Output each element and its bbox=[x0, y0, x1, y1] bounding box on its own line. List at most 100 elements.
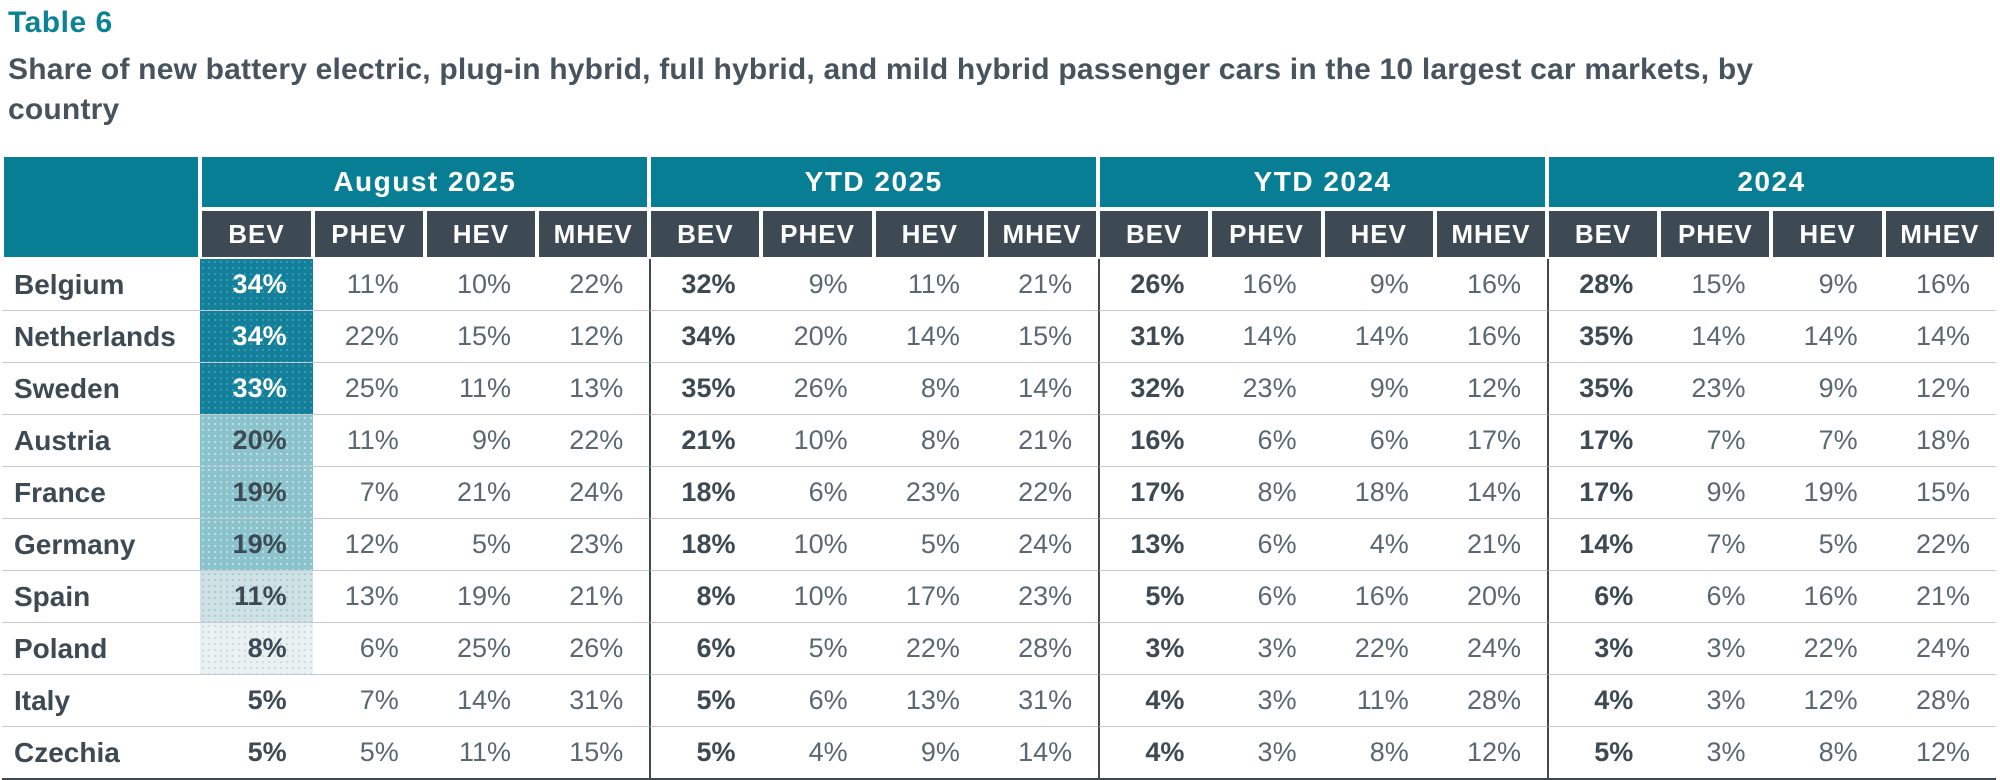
data-table: August 2025 YTD 2025 YTD 2024 2024 BEV PHEV HE… bbox=[2, 155, 1996, 780]
value-cell: 13% bbox=[537, 362, 650, 414]
bev-value-cell: 18% bbox=[649, 466, 762, 519]
value-cell: 11% bbox=[424, 726, 538, 780]
subcolumn-header-hev: HEV bbox=[424, 209, 538, 260]
value-cell: 12% bbox=[1434, 726, 1548, 780]
value-cell: 24% bbox=[1883, 622, 1996, 674]
value-cell: 15% bbox=[537, 726, 650, 780]
table-row: Netherlands 34% 22% 15% 12% 34% 20% 14% 15% 31% 14… bbox=[2, 310, 1996, 363]
value-cell: 15% bbox=[1883, 466, 1996, 518]
bev-value-cell: 5% bbox=[1547, 726, 1660, 780]
bev-value-cell: 34% bbox=[649, 310, 762, 363]
value-cell: 28% bbox=[1883, 674, 1996, 726]
value-cell: 14% bbox=[1322, 310, 1435, 362]
subcolumn-header-mhev: MHEV bbox=[985, 209, 1099, 260]
bev-value-cell: 5% bbox=[200, 674, 313, 726]
value-cell: 8% bbox=[873, 362, 986, 414]
bev-value-cell: 11% bbox=[200, 570, 313, 623]
subcolumn-header-hev: HEV bbox=[1771, 209, 1884, 260]
value-cell: 12% bbox=[312, 518, 425, 570]
bev-value-cell: 21% bbox=[649, 414, 762, 467]
value-cell: 6% bbox=[1210, 570, 1323, 622]
value-cell: 23% bbox=[537, 518, 650, 570]
bev-value-cell: 8% bbox=[200, 622, 313, 675]
bev-value-cell: 19% bbox=[200, 518, 313, 571]
subcolumn-header-phev: PHEV bbox=[1210, 209, 1323, 260]
value-cell: 12% bbox=[1883, 362, 1996, 414]
subcolumn-header-mhev: MHEV bbox=[1883, 209, 1996, 260]
bev-value-cell: 19% bbox=[200, 466, 313, 519]
value-cell: 7% bbox=[1659, 518, 1772, 570]
value-cell: 8% bbox=[1322, 726, 1435, 780]
subcolumn-header-hev: HEV bbox=[873, 209, 986, 260]
value-cell: 16% bbox=[1771, 570, 1884, 622]
value-cell: 24% bbox=[1434, 622, 1548, 674]
column-group-header-2: YTD 2025 bbox=[649, 155, 1099, 210]
value-cell: 9% bbox=[808, 269, 848, 300]
value-cell: 28% bbox=[1434, 674, 1548, 726]
country-cell: Sweden bbox=[2, 362, 201, 414]
subcolumn-header-hev: HEV bbox=[1322, 209, 1435, 260]
value-cell: 6% bbox=[1210, 518, 1323, 570]
value-cell: 23% bbox=[1659, 362, 1772, 414]
country-cell: Germany bbox=[2, 518, 201, 570]
value-cell: 6% bbox=[1322, 414, 1435, 466]
country-cell: Belgium bbox=[14, 268, 125, 300]
value-cell: 28% bbox=[985, 622, 1099, 674]
value-cell: 22% bbox=[985, 466, 1099, 518]
country-cell: Netherlands bbox=[2, 310, 201, 362]
subcolumn-header-phev: PHEV bbox=[312, 209, 425, 260]
table-title: Share of new battery electric, plug-in h… bbox=[8, 53, 1754, 126]
value-cell: 16% bbox=[1466, 269, 1522, 300]
value-cell: 26% bbox=[537, 622, 650, 674]
subcolumn-header-bev: BEV bbox=[1098, 209, 1211, 260]
value-cell: 18% bbox=[1883, 414, 1996, 466]
value-cell: 14% bbox=[1771, 310, 1884, 362]
value-cell: 31% bbox=[985, 674, 1099, 726]
bev-value-cell: 5% bbox=[200, 726, 313, 780]
value-cell: 16% bbox=[1915, 269, 1970, 300]
value-cell: 5% bbox=[312, 726, 425, 780]
bev-value-cell: 34% bbox=[200, 259, 313, 311]
table-number-label: Table 6 bbox=[8, 6, 113, 39]
subcolumn-header-mhev: MHEV bbox=[1434, 209, 1548, 260]
value-cell: 21% bbox=[424, 466, 538, 518]
subcolumn-header-bev: BEV bbox=[649, 209, 762, 260]
value-cell: 25% bbox=[312, 362, 425, 414]
value-cell: 8% bbox=[873, 414, 986, 466]
bev-value-cell: 33% bbox=[200, 362, 313, 415]
country-cell: Austria bbox=[2, 414, 201, 466]
value-cell: 9% bbox=[424, 414, 538, 466]
value-cell: 5% bbox=[761, 622, 874, 674]
value-cell: 23% bbox=[985, 570, 1099, 622]
value-cell: 20% bbox=[761, 310, 874, 362]
bev-value-cell: 31% bbox=[1098, 310, 1211, 363]
value-cell: 9% bbox=[1771, 362, 1884, 414]
table-row: Italy 5% 7% 14% 31% 5% 6% 13% 31% 4% 3% 11% 28% 4% 3% 1… bbox=[2, 674, 1996, 727]
value-cell: 22% bbox=[312, 310, 425, 362]
value-cell: 15% bbox=[985, 310, 1099, 362]
value-cell: 14% bbox=[424, 674, 538, 726]
bev-value-cell: 6% bbox=[649, 622, 762, 675]
subcolumn-header-mhev: MHEV bbox=[537, 209, 650, 260]
value-cell: 3% bbox=[1210, 726, 1323, 780]
table-row: Austria 20% 11% 9% 22% 21% 10% 8% 21% 16% 6% 6% 17% 1… bbox=[2, 414, 1996, 467]
value-cell: 13% bbox=[873, 674, 986, 726]
value-cell: 6% bbox=[1659, 570, 1772, 622]
table-row: Spain 11% 13% 19% 21% 8% 10% 17% 23% 5% 6% 16% 20% 6%… bbox=[2, 570, 1996, 623]
column-group-header-4: 2024 bbox=[1547, 155, 1996, 210]
table-header: August 2025 YTD 2025 YTD 2024 2024 BEV PHEV HE… bbox=[2, 155, 1996, 260]
table-body: Belgium 34% 11% 10% 22% 32% 9% 11% 21% 26% 16% 9% 16… bbox=[2, 259, 1996, 780]
value-cell: 10% bbox=[761, 570, 874, 622]
value-cell: 19% bbox=[1771, 466, 1884, 518]
value-cell: 22% bbox=[1883, 518, 1996, 570]
bev-value-cell: 14% bbox=[1547, 518, 1660, 571]
value-cell: 5% bbox=[1771, 518, 1884, 570]
value-cell: 22% bbox=[1322, 622, 1435, 674]
value-cell: 4% bbox=[761, 726, 874, 780]
value-cell: 31% bbox=[537, 674, 650, 726]
value-cell: 7% bbox=[1771, 414, 1884, 466]
value-cell: 7% bbox=[312, 674, 425, 726]
bev-value-cell: 4% bbox=[1098, 726, 1211, 780]
country-cell: France bbox=[2, 466, 201, 518]
table-row: Sweden 33% 25% 11% 13% 35% 26% 8% 14% 32% 23% 9% 12%… bbox=[2, 362, 1996, 415]
